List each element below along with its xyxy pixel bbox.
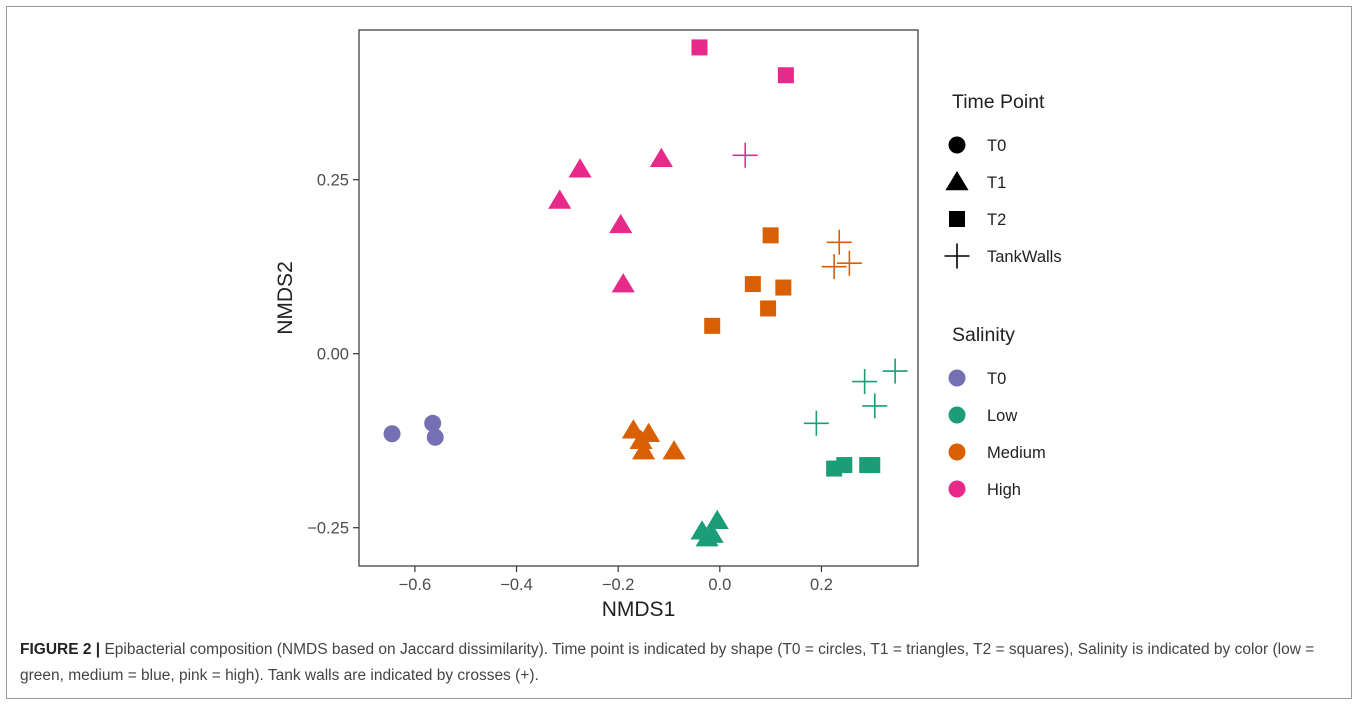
- x-axis-label: NMDS1: [602, 598, 676, 621]
- data-point: [609, 213, 633, 234]
- data-point: [821, 254, 847, 280]
- data-point: [836, 457, 853, 474]
- legend-key: [948, 443, 966, 461]
- x-tick-label: 0.0: [708, 576, 731, 594]
- data-point: [862, 393, 888, 419]
- legend-label: T0: [987, 370, 1006, 388]
- caption-text: Epibacterial composition (NMDS based on …: [20, 641, 1315, 684]
- data-point: [744, 276, 761, 293]
- legend-label: Medium: [987, 444, 1046, 462]
- y-tick-label: 0.25: [317, 172, 349, 190]
- legend-title: Time Point: [952, 91, 1045, 113]
- legend-label: Low: [987, 407, 1017, 425]
- data-point: [704, 317, 721, 334]
- legend-label: T0: [987, 137, 1006, 155]
- legend-title: Salinity: [952, 324, 1015, 346]
- plot-panel: [358, 29, 919, 567]
- x-tick-label: 0.2: [810, 576, 833, 594]
- x-tick-label: −0.4: [500, 576, 533, 594]
- y-tick-label: −0.25: [307, 520, 349, 538]
- data-point: [803, 410, 829, 436]
- data-point: [548, 189, 572, 209]
- legend-key: [948, 480, 966, 498]
- nmds-chart: −0.6 −0.4 −0.2 0.0 0.2 −0.25 0.00 0.25 NMDS1 N…: [274, 29, 1062, 621]
- data-point: [691, 39, 708, 56]
- data-point: [611, 273, 635, 293]
- data-point: [760, 300, 777, 317]
- legend-label: T1: [987, 174, 1006, 192]
- y-axis: −0.25 0.00 0.25: [307, 172, 359, 538]
- data-point: [836, 250, 862, 276]
- data-point: [383, 425, 401, 443]
- data-point: [568, 158, 592, 178]
- data-point: [826, 229, 852, 255]
- data-point: [777, 67, 794, 84]
- data-point: [632, 440, 656, 460]
- legend-key: [948, 406, 966, 424]
- legend-label: T2: [987, 211, 1006, 229]
- data-point: [882, 358, 908, 384]
- x-axis: −0.6 −0.4 −0.2 0.0 0.2: [399, 566, 833, 594]
- data-point: [424, 414, 442, 432]
- data-point: [762, 227, 779, 244]
- legend-label: TankWalls: [987, 248, 1062, 266]
- legend-key: [949, 211, 965, 227]
- legend-key: [948, 369, 966, 387]
- data-point: [732, 142, 758, 168]
- data-points: [383, 39, 908, 547]
- legend-key: [944, 243, 970, 269]
- data-point: [662, 440, 686, 460]
- data-point: [864, 457, 881, 474]
- caption-label: FIGURE 2 |: [20, 641, 101, 658]
- legend-key: [945, 171, 969, 191]
- data-point: [852, 369, 878, 395]
- data-point: [629, 429, 653, 449]
- figure-caption: FIGURE 2 | Epibacterial composition (NMD…: [20, 637, 1345, 689]
- data-point: [775, 279, 792, 296]
- legend: Time Point T0 T1 T2 TankWalls Salinity T0 Low Me…: [944, 91, 1062, 499]
- data-point: [426, 428, 444, 446]
- data-point: [649, 147, 673, 168]
- x-tick-label: −0.6: [399, 576, 432, 594]
- data-point: [705, 509, 729, 530]
- y-tick-label: 0.00: [317, 346, 349, 364]
- data-point: [700, 523, 724, 543]
- legend-key: [948, 136, 966, 154]
- legend-label: High: [987, 481, 1021, 499]
- x-tick-label: −0.2: [602, 576, 635, 594]
- y-axis-label: NMDS2: [274, 261, 297, 335]
